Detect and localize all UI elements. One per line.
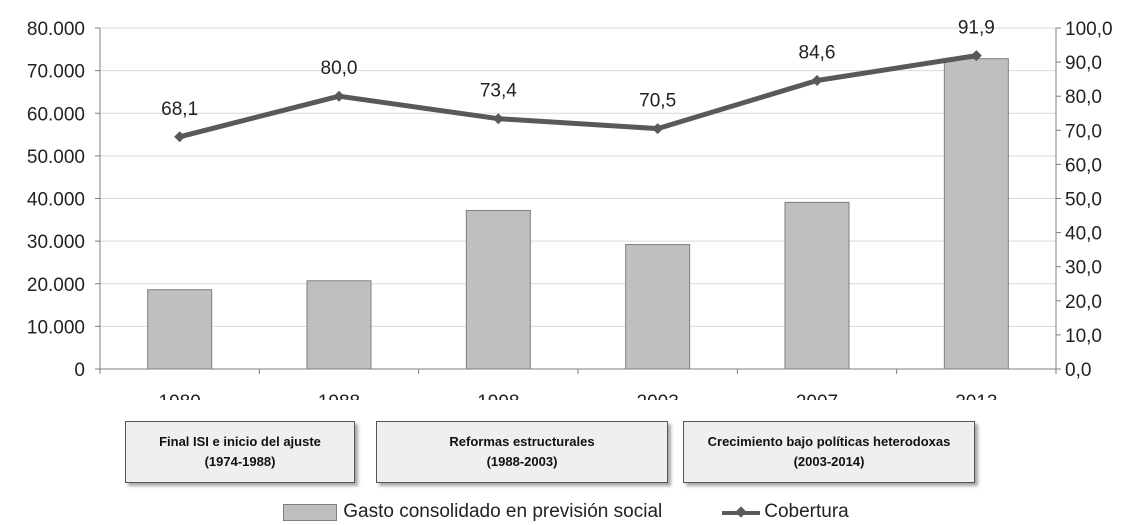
- left-tick-label: 30.000: [27, 232, 85, 253]
- period-2-title: Reformas estructurales: [449, 434, 595, 449]
- line-point: [652, 123, 664, 135]
- right-tick-label: 60,0: [1065, 155, 1102, 176]
- line-data-label: 73,4: [480, 81, 517, 102]
- x-tick-label: 1988: [318, 392, 360, 400]
- right-tick-label: 20,0: [1065, 292, 1102, 313]
- right-tick-label: 50,0: [1065, 190, 1102, 211]
- left-tick-label: 60.000: [27, 104, 85, 125]
- right-tick-label: 0,0: [1065, 360, 1091, 381]
- period-3-title: Crecimiento bajo políticas heterodoxas: [707, 434, 951, 449]
- right-tick-label: 30,0: [1065, 258, 1102, 279]
- bar: [784, 201, 850, 370]
- line-point: [333, 90, 345, 102]
- right-tick-label: 80,0: [1065, 87, 1102, 108]
- left-tick-label: 80.000: [27, 19, 85, 40]
- period-3-range: (2003-2014): [793, 454, 865, 469]
- line-data-label: 68,1: [161, 99, 198, 120]
- right-tick-label: 40,0: [1065, 224, 1102, 245]
- line-point: [492, 113, 504, 125]
- left-tick-label: 40.000: [27, 190, 85, 211]
- coverage-line: [179, 53, 977, 140]
- period-box-2: Reformas estructurales (1988-2003): [376, 421, 668, 483]
- legend-line-swatch: [722, 505, 761, 520]
- bar: [306, 280, 372, 370]
- legend-line-label: Cobertura: [764, 501, 849, 522]
- x-tick-label: 1998: [477, 392, 519, 400]
- line-point: [970, 50, 982, 62]
- legend-item-bar: Gasto consolidado en previsión social: [283, 501, 662, 523]
- x-tick-label: 1980: [159, 392, 201, 400]
- left-tick-label: 10.000: [27, 317, 85, 338]
- period-1-range: (1974-1988): [204, 454, 276, 469]
- period-1-title: Final ISI e inicio del ajuste: [159, 434, 321, 449]
- right-tick-label: 70,0: [1065, 121, 1102, 142]
- line-data-label: 84,6: [799, 43, 836, 64]
- period-box-3: Crecimiento bajo políticas heterodoxas (…: [683, 421, 975, 483]
- right-tick-label: 100,0: [1065, 19, 1113, 40]
- x-tick-label: 2007: [796, 392, 838, 400]
- line-point: [174, 131, 186, 143]
- line-data-label: 70,5: [639, 91, 676, 112]
- right-tick-label: 10,0: [1065, 326, 1102, 347]
- bar: [465, 209, 531, 370]
- bar: [625, 244, 691, 370]
- combo-chart: 0 10.000 20.000 30.000 40.000 50.000 60.000 70.…: [27, 18, 1113, 413]
- legend-bar-label: Gasto consolidado en previsión social: [343, 501, 663, 522]
- line-data-label: 91,9: [958, 18, 995, 39]
- line-point: [811, 75, 823, 87]
- left-tick-label: 70.000: [27, 62, 85, 83]
- line-data-label: 80,0: [321, 58, 358, 79]
- period-box-1: Final ISI e inicio del ajuste (1974-1988…: [125, 421, 355, 483]
- left-tick-label: 50.000: [27, 147, 85, 168]
- legend: Gasto consolidado en previsión social Co…: [0, 501, 1132, 523]
- bar: [943, 58, 1009, 370]
- x-tick-label: 2003: [637, 392, 679, 400]
- period-2-range: (1988-2003): [486, 454, 558, 469]
- legend-item-line: Cobertura: [722, 501, 849, 523]
- x-tick-label: 2013: [955, 392, 997, 400]
- left-tick-label: 0: [74, 360, 85, 381]
- right-tick-label: 90,0: [1065, 53, 1102, 74]
- left-tick-label: 20.000: [27, 275, 85, 296]
- legend-bar-swatch: [283, 503, 338, 521]
- bar: [147, 289, 213, 370]
